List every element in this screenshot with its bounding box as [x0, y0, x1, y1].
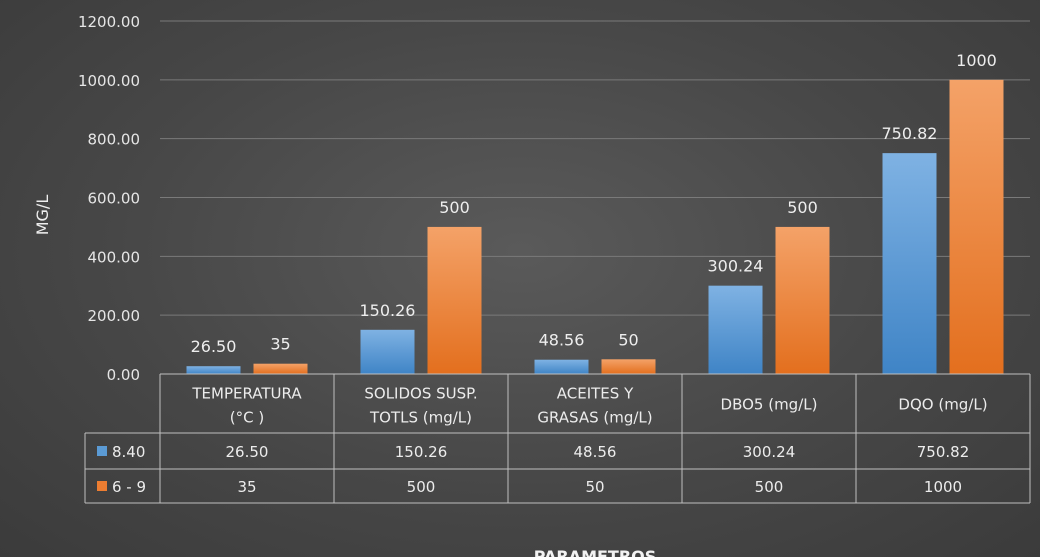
data-label: 1000 — [956, 51, 997, 70]
data-label: 750.82 — [882, 124, 938, 143]
y-tick-label: 1000.00 — [78, 72, 140, 90]
data-label: 300.24 — [708, 257, 764, 276]
bar — [882, 153, 937, 374]
y-tick-label: 800.00 — [88, 131, 141, 149]
y-tick-label: 0.00 — [107, 366, 140, 384]
table-cell: 26.50 — [226, 443, 269, 461]
chart-text: 0.00 200.00 400.00 600.00 800.00 1000.00 1200.… — [33, 13, 997, 557]
table-cell: 500 — [755, 478, 784, 496]
category-label: (°C ) — [230, 409, 264, 427]
y-tick-label: 400.00 — [88, 248, 141, 266]
data-label: 150.26 — [360, 301, 416, 320]
data-label: 48.56 — [539, 331, 585, 350]
table-cell: 150.26 — [395, 443, 448, 461]
bar — [253, 363, 308, 374]
data-label: 50 — [618, 330, 638, 349]
gridlines — [160, 20, 1030, 375]
category-label: ACEITES Y — [557, 385, 634, 403]
bar — [708, 285, 763, 374]
data-label: 500 — [439, 198, 470, 217]
table-cell: 300.24 — [743, 443, 796, 461]
category-label: TEMPERATURA — [191, 385, 302, 403]
category-label: TOTLS (mg/L) — [369, 409, 472, 427]
y-axis-label: MG/L — [33, 195, 52, 236]
category-label: GRASAS (mg/L) — [537, 409, 652, 427]
y-tick-label: 1200.00 — [78, 13, 140, 31]
data-label: 35 — [270, 335, 290, 354]
bar — [775, 226, 830, 374]
category-label: DBO5 (mg/L) — [721, 396, 818, 414]
bar — [186, 366, 241, 374]
bars — [186, 79, 1004, 374]
table-cell: 1000 — [924, 478, 962, 496]
y-tick-label: 600.00 — [88, 190, 141, 208]
table-cell: 500 — [407, 478, 436, 496]
table-cell: 35 — [237, 478, 256, 496]
category-label: SOLIDOS SUSP. — [364, 385, 477, 403]
bar — [427, 226, 482, 374]
table-cell: 48.56 — [574, 443, 617, 461]
legend-label: 8.40 — [112, 443, 145, 461]
data-table — [84, 373, 1031, 504]
bar — [360, 329, 415, 374]
category-label: DQO (mg/L) — [898, 396, 987, 414]
table-cell: 50 — [585, 478, 604, 496]
bar — [534, 359, 589, 374]
legend-label: 6 - 9 — [112, 478, 146, 496]
table-cell: 750.82 — [917, 443, 970, 461]
x-axis-title: PARAMETROS — [534, 547, 657, 557]
legend-key — [97, 481, 107, 491]
legend-key — [97, 446, 107, 456]
data-label: 26.50 — [191, 337, 237, 356]
bar — [949, 79, 1004, 374]
y-tick-label: 200.00 — [88, 307, 141, 325]
bar — [601, 359, 656, 374]
data-label: 500 — [787, 198, 818, 217]
